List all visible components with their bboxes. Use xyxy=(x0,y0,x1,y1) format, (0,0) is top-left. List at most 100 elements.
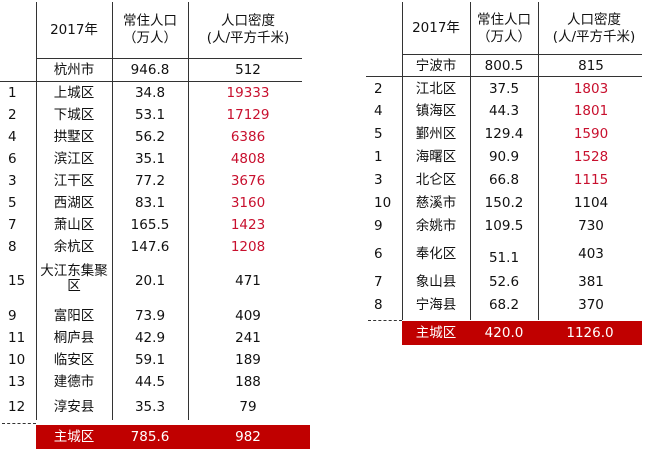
table-row: 7 象山县 52.6 381 xyxy=(366,272,650,292)
density-value: 19333 xyxy=(226,85,270,101)
density-value: 471 xyxy=(235,273,261,289)
district-name: 西湖区 xyxy=(53,195,95,211)
district-name: 镇海区 xyxy=(415,103,457,119)
rank: 1 xyxy=(8,85,17,101)
table-row: 6 滨江区 35.1 4808 xyxy=(0,149,320,169)
population-header-line2: （万人） xyxy=(123,30,177,46)
density-value: 1115 xyxy=(573,172,609,188)
table-row: 3 北仑区 66.8 1115 xyxy=(366,170,650,190)
district-name: 北仑区 xyxy=(415,172,457,188)
table-row: 9 余姚市 109.5 730 xyxy=(366,216,650,236)
population-value: 83.1 xyxy=(134,195,166,211)
rank: 2 xyxy=(374,81,383,97)
hangzhou-table: 2017年 常住人口 （万人） 人口密度 (人/平方千米) 杭州市 946.8 … xyxy=(0,0,320,453)
district-name: 淳安县 xyxy=(53,399,95,415)
right-total-row: 主城区 420.0 1126.0 xyxy=(402,321,642,345)
density-value: 1803 xyxy=(573,81,609,97)
table-row: 2 下城区 53.1 17129 xyxy=(0,105,320,125)
rank: 11 xyxy=(8,330,26,346)
population-value: 77.2 xyxy=(134,173,166,189)
table-row: 10 临安区 59.1 189 xyxy=(0,350,320,370)
rank: 7 xyxy=(8,217,17,233)
density-header-line1: 人口密度 xyxy=(567,12,621,28)
population-value: 42.9 xyxy=(134,330,166,346)
district-name: 慈溪市 xyxy=(415,195,457,211)
rank: 10 xyxy=(374,195,392,211)
density-value: 79 xyxy=(239,399,257,415)
density-header-line1: 人口密度 xyxy=(221,13,275,29)
left-vline-1 xyxy=(36,2,37,420)
rank: 13 xyxy=(8,374,26,390)
density-value: 188 xyxy=(235,374,261,390)
right-vline-1 xyxy=(402,2,403,320)
district-name: 江干区 xyxy=(53,173,95,189)
population-value: 147.6 xyxy=(130,239,170,255)
rank: 7 xyxy=(374,274,383,290)
total-density: 1126.0 xyxy=(566,325,614,341)
district-name: 拱墅区 xyxy=(53,129,95,145)
city-population: 946.8 xyxy=(130,62,170,78)
district-name: 鄞州区 xyxy=(415,126,457,142)
district-name: 象山县 xyxy=(415,274,457,290)
density-value: 1590 xyxy=(573,126,609,142)
table-row: 8 余杭区 147.6 1208 xyxy=(0,237,320,257)
district-name: 富阳区 xyxy=(53,308,95,324)
district-name: 海曙区 xyxy=(415,149,457,165)
density-value: 370 xyxy=(578,297,604,313)
density-value: 381 xyxy=(578,274,604,290)
population-value: 129.4 xyxy=(484,126,524,142)
right-header: 2017年 常住人口 （万人） 人口密度 (人/平方千米) xyxy=(366,10,650,52)
density-value: 1208 xyxy=(230,239,266,255)
district-name: 滨江区 xyxy=(53,151,95,167)
population-value: 66.8 xyxy=(488,172,520,188)
left-total-row: 主城区 785.6 982 xyxy=(36,425,310,449)
year-header: 2017年 xyxy=(50,22,98,38)
right-city-rule xyxy=(366,76,642,77)
right-total-divider xyxy=(368,320,402,321)
total-population: 785.6 xyxy=(130,429,170,445)
rank: 9 xyxy=(8,308,17,324)
density-value: 3676 xyxy=(230,173,266,189)
right-header-rule xyxy=(402,54,642,55)
table-row: 9 富阳区 73.9 409 xyxy=(0,306,320,326)
table-row: 8 宁海县 68.2 370 xyxy=(366,295,650,315)
table-row: 3 江干区 77.2 3676 xyxy=(0,171,320,191)
left-vline-2 xyxy=(112,2,113,420)
table-row: 5 鄞州区 129.4 1590 xyxy=(366,124,650,144)
left-vline-3 xyxy=(188,2,189,420)
table-row: 7 萧山区 165.5 1423 xyxy=(0,215,320,235)
population-value: 56.2 xyxy=(134,129,166,145)
rank: 3 xyxy=(374,172,383,188)
year-header: 2017年 xyxy=(412,20,460,36)
rank: 1 xyxy=(374,149,383,165)
left-city-rule xyxy=(0,81,302,82)
density-value: 17129 xyxy=(226,107,270,123)
density-value: 1423 xyxy=(230,217,266,233)
table-row: 12 淳安县 35.3 79 xyxy=(0,397,320,417)
population-value: 35.3 xyxy=(134,399,166,415)
district-name: 余杭区 xyxy=(53,239,95,255)
table-row: 4 拱墅区 56.2 6386 xyxy=(0,127,320,147)
district-name: 余姚市 xyxy=(415,218,457,234)
rank: 10 xyxy=(8,352,26,368)
left-header-rule xyxy=(36,58,302,59)
district-name: 上城区 xyxy=(53,85,95,101)
population-value: 52.6 xyxy=(488,274,520,290)
total-name: 主城区 xyxy=(415,325,457,341)
total-name: 主城区 xyxy=(53,429,95,445)
table-row: 11 桐庐县 42.9 241 xyxy=(0,328,320,348)
density-header-line2: (人/平方千米) xyxy=(552,29,636,45)
density-value: 1528 xyxy=(573,149,609,165)
population-header-line1: 常住人口 xyxy=(477,12,531,28)
population-value: 34.8 xyxy=(134,85,166,101)
district-name: 下城区 xyxy=(53,107,95,123)
table-row: 1 上城区 34.8 19333 xyxy=(0,83,320,103)
city-density: 512 xyxy=(235,62,261,78)
population-header-line1: 常住人口 xyxy=(123,13,177,29)
population-value: 37.5 xyxy=(488,81,520,97)
table-row: 10 慈溪市 150.2 1104 xyxy=(366,193,650,213)
city-name: 宁波市 xyxy=(415,58,457,74)
population-value: 20.1 xyxy=(134,273,166,289)
district-name: 宁海县 xyxy=(415,297,457,313)
table-row: 5 西湖区 83.1 3160 xyxy=(0,193,320,213)
